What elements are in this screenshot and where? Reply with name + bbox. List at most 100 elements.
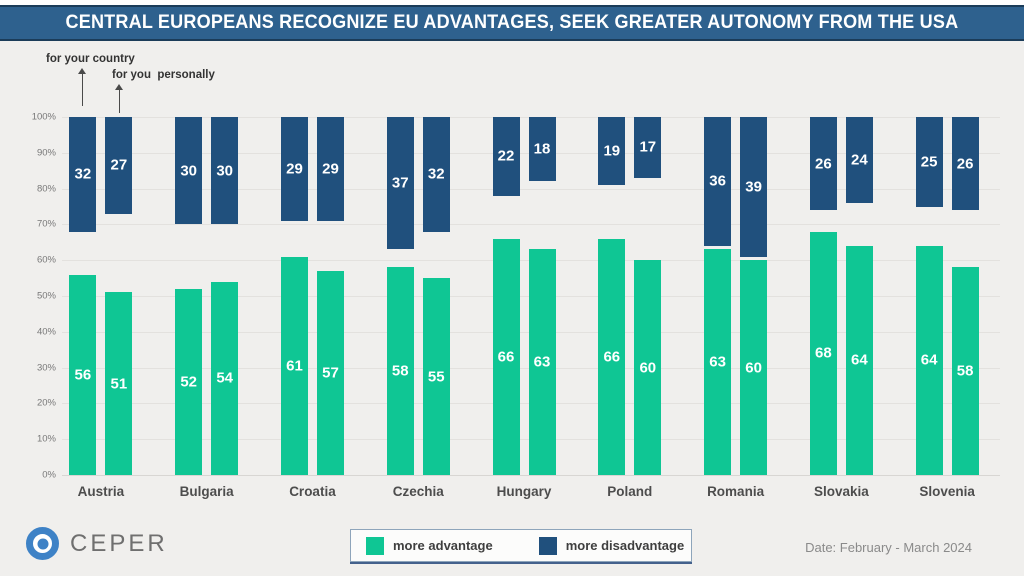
bar-advantage: 58 — [386, 267, 414, 475]
bar-value-label: 36 — [709, 172, 726, 190]
gridline — [62, 188, 1000, 190]
bar-advantage: 66 — [492, 238, 520, 475]
bar-value-label: 68 — [815, 344, 832, 362]
bar-value-label: 27 — [110, 156, 128, 174]
bar-value-label: 32 — [427, 165, 445, 183]
legend-item-disadvantage: more disadvantage — [538, 536, 685, 555]
bar-disadvantage: 32 — [69, 117, 97, 232]
y-tick-label: 0% — [42, 469, 56, 481]
bar-advantage: 64 — [915, 245, 943, 475]
title-bar: CENTRAL EUROPEANS RECOGNIZE EU ADVANTAGE… — [0, 5, 1024, 41]
bar-value-label: 26 — [815, 155, 832, 173]
bar-disadvantage: 26 — [809, 117, 837, 211]
bar-slot: 64 24 — [845, 117, 873, 475]
y-tick-label: 40% — [36, 326, 56, 338]
top-margin-strip — [0, 0, 1024, 5]
bar-value-label: 57 — [322, 364, 339, 382]
country-label: Romania — [707, 484, 765, 499]
ceper-logo: CEPER — [26, 527, 168, 560]
bar-group: 58 37 55 32 — [365, 117, 471, 475]
up-arrow-icon — [115, 84, 124, 113]
bar-value-label: 22 — [497, 147, 515, 165]
gridline — [62, 475, 1000, 476]
y-tick-label: 60% — [36, 254, 56, 266]
country-label: Croatia — [289, 484, 336, 499]
bar-value-label: 29 — [286, 160, 303, 178]
bar-value-label: 29 — [322, 160, 339, 178]
bar-value-label: 64 — [851, 351, 868, 369]
bar-disadvantage: 32 — [422, 117, 450, 232]
bar-slot: 58 26 — [951, 117, 979, 475]
bar-advantage: 51 — [105, 292, 133, 475]
y-tick-label: 30% — [36, 362, 56, 374]
country-labels: Austria Bulgaria Croatia Czechia Hungary Pola… — [48, 484, 1000, 499]
country-label: Czechia — [392, 484, 444, 499]
bar-value-label: 19 — [603, 142, 621, 160]
bar-value-label: 55 — [427, 368, 445, 386]
country-label: Austria — [77, 484, 125, 499]
country-label: Slovenia — [919, 484, 975, 499]
bar-value-label: 58 — [391, 362, 409, 380]
bar-group: 61 29 57 29 — [260, 117, 366, 475]
bar-value-label: 39 — [745, 178, 762, 196]
bar-value-label: 30 — [216, 162, 234, 180]
y-axis-labels: 0% 10% 20% 30% 40% 50% 60% 70% 80% 90% 100% — [0, 112, 58, 481]
bar-advantage: 60 — [634, 260, 662, 475]
bar-disadvantage: 17 — [634, 117, 662, 178]
legend-label: more disadvantage — [565, 538, 685, 553]
bar-group: 52 30 54 30 — [154, 117, 260, 475]
bar-value-label: 56 — [74, 366, 92, 384]
bar-advantage: 68 — [809, 231, 837, 475]
bar-advantage: 52 — [175, 288, 203, 475]
bar-slot: 63 18 — [528, 117, 556, 475]
bar-advantage: 64 — [845, 245, 873, 475]
y-tick-label: 20% — [36, 397, 56, 409]
bar-advantage: 55 — [422, 278, 450, 475]
bar-value-label: 63 — [709, 353, 726, 371]
bar-value-label: 37 — [391, 174, 409, 192]
bar-slot: 63 36 — [704, 117, 732, 475]
bar-group: 56 32 51 27 — [48, 117, 154, 475]
bar-value-label: 24 — [851, 151, 868, 169]
bar-slot: 56 32 — [69, 117, 97, 475]
bar-disadvantage: 19 — [598, 117, 626, 186]
bar-advantage: 61 — [280, 256, 308, 475]
bar-disadvantage: 39 — [740, 117, 768, 257]
bar-value-label: 66 — [497, 348, 515, 366]
bar-value-label: 32 — [74, 165, 92, 183]
bar-value-label: 61 — [286, 357, 303, 375]
bar-advantage: 58 — [951, 267, 979, 475]
bar-advantage: 63 — [704, 249, 732, 475]
country-label: Hungary — [496, 484, 552, 499]
bar-slot: 64 25 — [915, 117, 943, 475]
bar-slot: 57 29 — [316, 117, 344, 475]
bar-disadvantage: 29 — [316, 117, 344, 221]
plot-area: 56 32 51 27 52 30 54 30 61 29 57 29 58 37 55 32 66 22 63 18… — [48, 117, 1000, 476]
bar-slot: 54 30 — [211, 117, 239, 475]
bar-group: 68 26 64 24 — [788, 117, 894, 475]
bar-slot: 51 27 — [105, 117, 133, 475]
bar-group: 66 19 60 17 — [577, 117, 683, 475]
ceper-logo-text: CEPER — [70, 529, 168, 557]
bar-slot: 55 32 — [422, 117, 450, 475]
bar-slot: 68 26 — [809, 117, 837, 475]
y-tick-label: 70% — [36, 218, 56, 230]
bar-value-label: 17 — [639, 138, 657, 156]
country-label: Slovakia — [813, 484, 869, 499]
bar-disadvantage: 30 — [175, 117, 203, 225]
bar-disadvantage: 22 — [492, 117, 520, 196]
bar-advantage: 63 — [528, 249, 556, 475]
legend-item-advantage: more advantage — [366, 536, 493, 555]
bar-value-label: 63 — [533, 353, 551, 371]
bar-slot: 66 22 — [492, 117, 520, 475]
y-tick-label: 90% — [36, 147, 56, 159]
bar-group: 64 25 58 26 — [894, 117, 1000, 475]
bar-slot: 52 30 — [175, 117, 203, 475]
y-tick-label: 100% — [31, 111, 56, 123]
bar-disadvantage: 27 — [105, 117, 133, 214]
bar-slot: 66 19 — [598, 117, 626, 475]
y-tick-label: 50% — [36, 290, 56, 302]
bar-advantage: 66 — [598, 238, 626, 475]
bar-value-label: 30 — [180, 162, 198, 180]
bar-group: 63 36 60 39 — [683, 117, 789, 475]
